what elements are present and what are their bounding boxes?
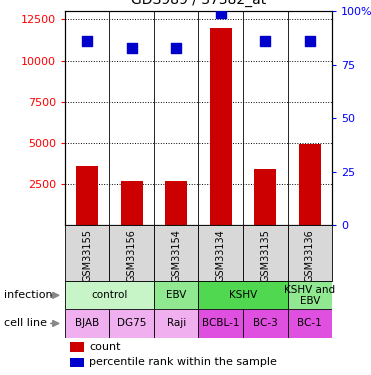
Bar bbox=[109, 225, 154, 281]
Bar bbox=[65, 309, 109, 338]
Title: GDS989 / 37382_at: GDS989 / 37382_at bbox=[131, 0, 266, 8]
Text: GSM33155: GSM33155 bbox=[82, 230, 92, 282]
Text: BC-1: BC-1 bbox=[298, 318, 322, 328]
Bar bbox=[243, 225, 288, 281]
Bar bbox=[65, 281, 154, 309]
Text: GSM33135: GSM33135 bbox=[260, 230, 270, 282]
Point bbox=[262, 38, 268, 44]
Text: GSM33156: GSM33156 bbox=[127, 230, 137, 282]
Point bbox=[307, 38, 313, 44]
Bar bbox=[109, 309, 154, 338]
Text: EBV: EBV bbox=[166, 290, 186, 300]
Bar bbox=[154, 309, 198, 338]
Text: Raji: Raji bbox=[167, 318, 186, 328]
Bar bbox=[70, 358, 83, 367]
Bar bbox=[198, 309, 243, 338]
Text: GSM33134: GSM33134 bbox=[216, 230, 226, 282]
Point bbox=[218, 10, 224, 16]
Bar bbox=[165, 181, 187, 225]
Point bbox=[129, 45, 135, 51]
Bar bbox=[243, 309, 288, 338]
Text: cell line: cell line bbox=[4, 318, 47, 328]
Bar bbox=[288, 309, 332, 338]
Text: infection: infection bbox=[4, 290, 52, 300]
Text: percentile rank within the sample: percentile rank within the sample bbox=[89, 357, 277, 368]
Bar bbox=[154, 281, 198, 309]
Text: count: count bbox=[89, 342, 121, 352]
Bar bbox=[198, 225, 243, 281]
Text: BC-3: BC-3 bbox=[253, 318, 278, 328]
Text: GSM33136: GSM33136 bbox=[305, 230, 315, 282]
Text: GSM33154: GSM33154 bbox=[171, 230, 181, 282]
Point bbox=[84, 38, 90, 44]
Text: control: control bbox=[91, 290, 128, 300]
Bar bbox=[198, 281, 288, 309]
Bar bbox=[210, 28, 232, 225]
Bar bbox=[76, 166, 98, 225]
Bar bbox=[65, 225, 109, 281]
Bar bbox=[299, 144, 321, 225]
Bar bbox=[121, 181, 143, 225]
Text: BCBL-1: BCBL-1 bbox=[202, 318, 240, 328]
Bar bbox=[288, 225, 332, 281]
Bar bbox=[70, 342, 83, 352]
Bar bbox=[154, 225, 198, 281]
Bar bbox=[288, 281, 332, 309]
Bar bbox=[254, 169, 276, 225]
Text: KSHV and
EBV: KSHV and EBV bbox=[284, 285, 335, 306]
Text: DG75: DG75 bbox=[117, 318, 147, 328]
Text: KSHV: KSHV bbox=[229, 290, 257, 300]
Text: BJAB: BJAB bbox=[75, 318, 99, 328]
Point bbox=[173, 45, 179, 51]
